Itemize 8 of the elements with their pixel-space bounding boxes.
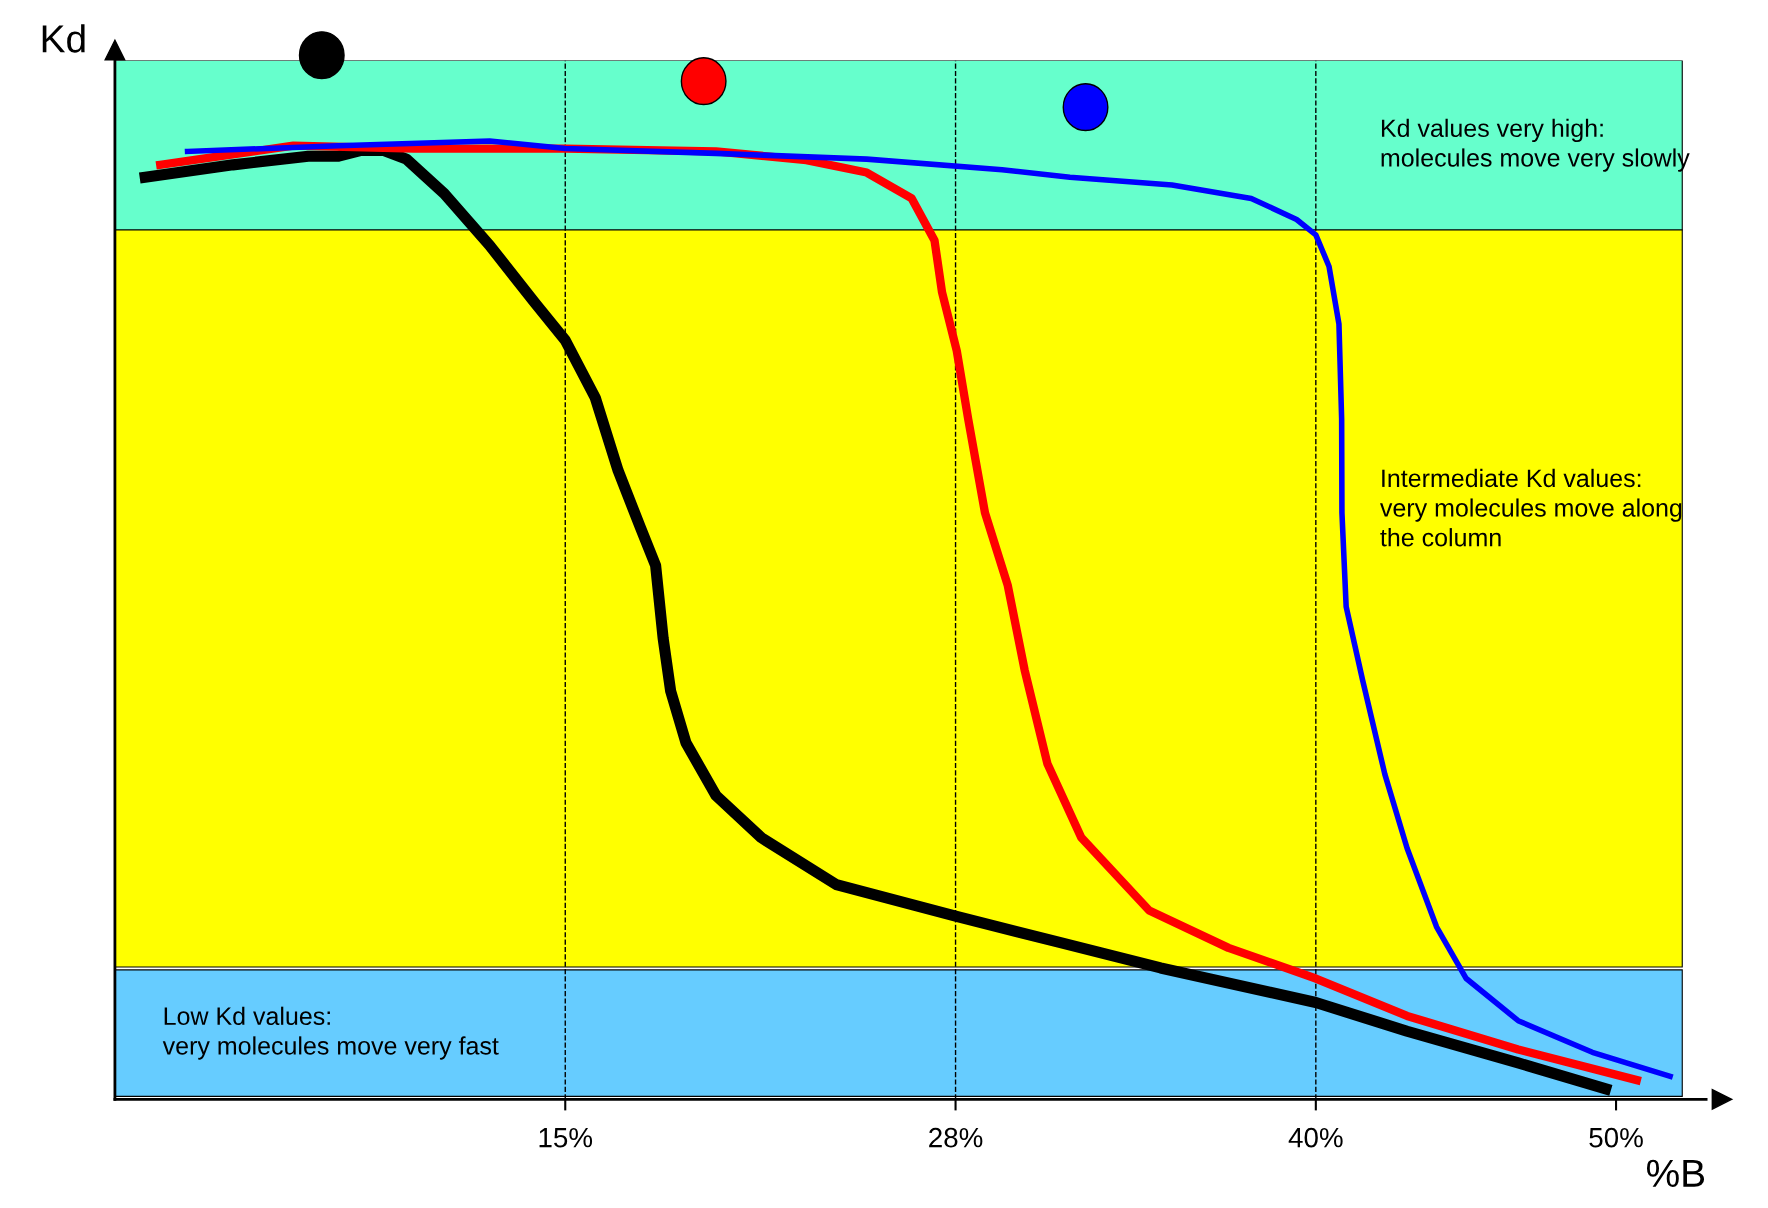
x-tick-label: 50% — [1589, 1127, 1643, 1148]
x-axis-title: %B — [1646, 1159, 1705, 1187]
x-tick-label: 40% — [1288, 1127, 1343, 1148]
x-tick-label: 28% — [929, 1127, 983, 1148]
y-axis-title: Kd — [42, 24, 85, 53]
band-label: Low Kd values: very molecules move very fast — [162, 1006, 499, 1060]
x-tick-label: 15% — [539, 1127, 593, 1148]
band-label: Intermediate Kd values: very molecules move along the column — [1380, 468, 1682, 547]
